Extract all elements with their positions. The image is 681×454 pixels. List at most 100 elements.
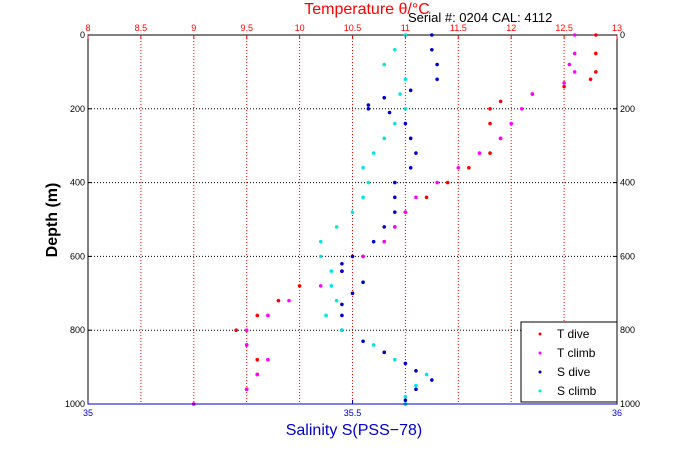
data-point <box>361 339 365 344</box>
legend-box <box>520 321 618 403</box>
data-point <box>382 225 387 229</box>
data-point <box>329 284 334 288</box>
data-point <box>403 107 408 111</box>
legend-label-s-climb: S climb <box>557 384 597 398</box>
data-point <box>266 357 270 362</box>
data-point <box>255 357 260 362</box>
data-point <box>408 136 413 141</box>
data-point <box>324 313 328 318</box>
depth-tick-label-left: 600 <box>70 251 85 261</box>
data-point <box>403 398 408 403</box>
data-point <box>371 343 376 347</box>
data-point <box>350 254 355 259</box>
data-point <box>318 239 323 244</box>
data-point <box>414 387 418 392</box>
data-point <box>334 298 339 303</box>
data-point <box>403 361 408 366</box>
data-point <box>398 92 402 96</box>
temperature-tick-label: 11.5 <box>450 23 467 33</box>
data-point <box>340 328 344 333</box>
data-point <box>467 166 471 170</box>
depth-tick-label-right: 200 <box>620 104 635 114</box>
data-point <box>393 47 397 52</box>
data-point <box>318 254 323 259</box>
data-point <box>393 121 397 126</box>
y-axis-label: Depth (m) <box>44 183 61 258</box>
data-point <box>340 269 344 273</box>
serial-text: Serial #: 0204 CAL: 4112 <box>408 10 552 25</box>
series-t-climb <box>192 33 577 406</box>
data-point <box>340 261 344 266</box>
data-point <box>382 62 387 67</box>
data-point <box>562 84 566 89</box>
salinity-tick-label: 36 <box>612 408 622 418</box>
data-point <box>435 180 439 185</box>
data-point <box>414 383 418 388</box>
legend-marker-t-climb <box>538 351 542 355</box>
data-point <box>498 99 503 104</box>
data-point <box>594 33 598 37</box>
data-point <box>567 62 572 67</box>
data-point <box>430 378 434 382</box>
data-point <box>572 70 577 74</box>
temperature-tick-label: 13 <box>612 23 622 33</box>
data-point <box>562 81 566 85</box>
depth-tick-label-right: 400 <box>620 178 635 188</box>
data-point <box>477 151 482 155</box>
data-point <box>297 284 302 288</box>
data-point <box>403 210 408 214</box>
data-point <box>371 239 376 244</box>
data-point <box>488 121 492 126</box>
data-point <box>318 284 323 288</box>
data-point <box>594 51 598 56</box>
depth-tick-label-left: 0 <box>80 30 85 40</box>
data-point <box>329 269 334 273</box>
data-point <box>382 95 387 100</box>
data-point <box>266 313 270 318</box>
temperature-tick-label: 9 <box>191 23 196 33</box>
data-point <box>366 103 371 107</box>
data-point <box>435 62 439 67</box>
data-point <box>393 357 397 362</box>
legend-label-t-dive: T dive <box>557 327 590 341</box>
data-point <box>340 313 344 318</box>
data-point <box>334 225 339 229</box>
data-point <box>414 368 418 373</box>
legend-marker-s-climb <box>538 389 542 393</box>
data-point <box>234 328 238 333</box>
depth-tick-label-right: 1000 <box>620 399 640 409</box>
data-point <box>340 302 344 307</box>
data-point <box>414 195 418 200</box>
data-point <box>361 254 365 259</box>
depth-tick-label-left: 400 <box>70 178 85 188</box>
legend-label-s-dive: S dive <box>557 365 591 379</box>
data-point <box>382 350 387 355</box>
data-point <box>366 180 371 185</box>
data-point <box>255 313 260 318</box>
data-point <box>430 33 434 37</box>
legend: T dive T climb S dive S climb <box>520 321 618 403</box>
data-point <box>488 151 492 155</box>
data-point <box>393 210 397 214</box>
salinity-tick-label: 35.5 <box>344 408 362 418</box>
data-point <box>519 107 524 111</box>
bottom-axis-label: Salinity S(PSS−78) <box>286 422 423 439</box>
data-point <box>366 107 371 111</box>
data-point <box>588 77 593 82</box>
data-point <box>244 343 249 347</box>
data-point <box>408 166 413 170</box>
data-point <box>408 88 413 93</box>
data-point <box>498 136 503 141</box>
depth-tick-label-right: 800 <box>620 325 635 335</box>
data-point <box>572 33 577 37</box>
data-point <box>361 166 365 170</box>
depth-tick-label-left: 1000 <box>65 399 85 409</box>
legend-label-t-climb: T climb <box>557 346 596 360</box>
temperature-tick-label: 9.5 <box>240 23 253 33</box>
data-point <box>393 225 397 229</box>
legend-marker-t-dive <box>538 332 542 336</box>
data-point <box>488 107 492 111</box>
data-point <box>509 121 513 126</box>
data-point <box>387 110 392 115</box>
